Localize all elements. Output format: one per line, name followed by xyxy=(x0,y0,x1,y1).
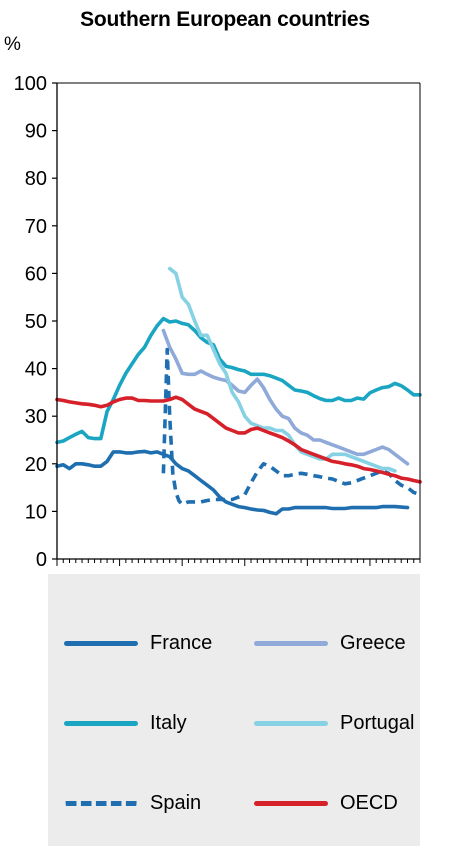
y-tick-label: 0 xyxy=(36,549,47,570)
y-tick-label: 50 xyxy=(25,311,47,333)
x-tick-label: 2000 xyxy=(285,569,330,570)
legend-item-portugal: Portugal xyxy=(254,708,415,738)
x-tick-label: 2010 xyxy=(348,569,393,570)
legend-swatch xyxy=(254,800,328,806)
legend-swatch xyxy=(64,640,138,646)
legend-item-oecd: OECD xyxy=(254,788,398,818)
legend-item-italy: Italy xyxy=(64,708,187,738)
legend-label: Spain xyxy=(150,791,202,814)
line-chart: 0 10 20 30 40 50 60 70 80 90 100 1960 1970 1980 1990 20… xyxy=(4,34,422,570)
legend-label: OECD xyxy=(340,791,398,814)
y-tick-label: 10 xyxy=(25,501,47,523)
legend-label: Greece xyxy=(340,631,406,654)
chart-title: Southern European countries xyxy=(80,8,370,31)
x-tick-label: 1990 xyxy=(223,569,268,570)
y-tick-label: 40 xyxy=(25,359,47,381)
legend-label: France xyxy=(150,631,213,654)
legend: France Greece Italy Portugal Spain OECD xyxy=(48,574,420,846)
series-line-france xyxy=(55,449,410,516)
y-tick-label: 60 xyxy=(25,263,47,285)
legend-label: Italy xyxy=(150,711,187,734)
legend-item-france: France xyxy=(64,628,212,658)
y-tick-label: 20 xyxy=(25,454,47,476)
legend-item-greece: Greece xyxy=(254,628,406,658)
y-tick-label: 90 xyxy=(25,121,47,143)
y-tick-label: 80 xyxy=(25,168,47,190)
series-line-greece xyxy=(161,328,410,466)
y-axis-label: % xyxy=(4,34,21,55)
series-line-portugal xyxy=(167,266,397,473)
legend-item-spain: Spain xyxy=(64,788,201,818)
y-tick-label: 70 xyxy=(25,216,47,238)
y-tick-label: 30 xyxy=(25,406,47,428)
series-line-spain xyxy=(161,347,421,507)
legend-label: Portugal xyxy=(340,711,415,734)
x-tick-label: 1970 xyxy=(97,569,142,570)
series-line-oecd xyxy=(55,395,422,484)
legend-swatch xyxy=(254,640,328,646)
y-tick-label: 100 xyxy=(14,73,47,95)
series-line-italy xyxy=(55,316,422,445)
x-tick-label: 1980 xyxy=(160,569,205,570)
legend-swatch xyxy=(254,720,328,726)
legend-swatch xyxy=(64,720,138,726)
x-tick-label: 1960 xyxy=(35,569,80,570)
legend-swatch xyxy=(64,800,138,806)
